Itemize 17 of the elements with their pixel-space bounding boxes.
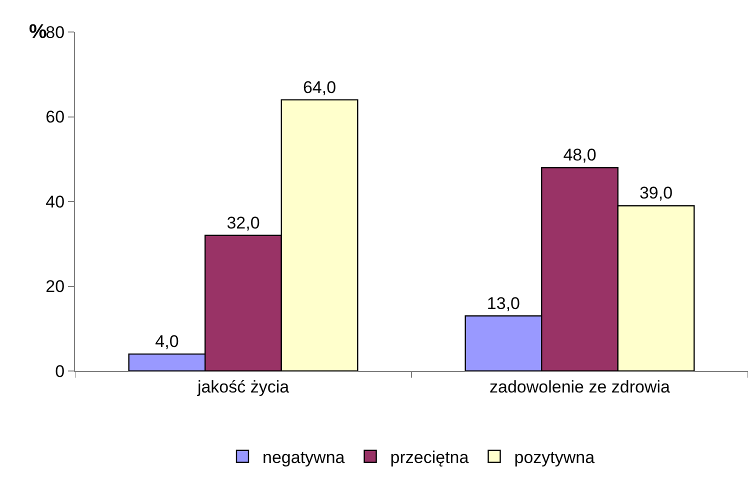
- legend-label: przeciętna: [390, 448, 470, 467]
- data-label: 64,0: [302, 78, 336, 97]
- x-tick-label: zadowolenie ze zdrowia: [490, 377, 671, 396]
- y-tick-label: 0: [55, 362, 65, 381]
- data-label: 48,0: [563, 146, 596, 165]
- data-label: 32,0: [226, 213, 260, 232]
- y-tick-label: 40: [46, 192, 65, 212]
- y-tick-label: 80: [46, 22, 65, 42]
- x-tick-label: jakość życia: [196, 377, 290, 396]
- data-label: 39,0: [639, 184, 673, 203]
- legend-label: pozytywna: [514, 448, 596, 467]
- y-tick-label: 60: [46, 108, 65, 127]
- y-tick-label: 20: [46, 277, 65, 296]
- data-label: 13,0: [486, 294, 520, 313]
- legend-label: negatywna: [262, 448, 346, 467]
- data-label: 4,0: [155, 332, 179, 352]
- y-axis-title: %: [29, 21, 47, 43]
